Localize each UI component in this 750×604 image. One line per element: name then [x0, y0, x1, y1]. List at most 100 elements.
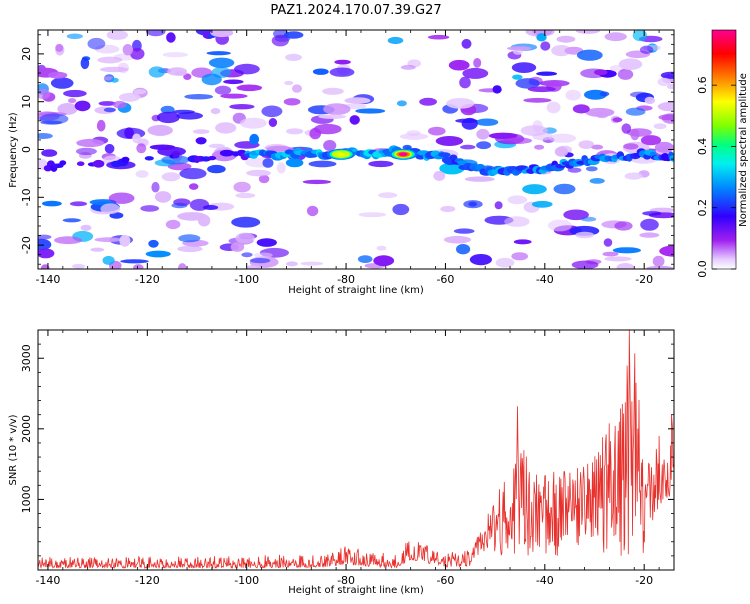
snr-x-tick-label: -120 [135, 574, 160, 587]
heatmap-noise-blob [215, 122, 237, 134]
heatmap-noise-blob [166, 32, 176, 43]
snr-x-tick-label: -40 [536, 574, 554, 587]
heatmap-noise-blob [50, 77, 74, 89]
heatmap-noise-blob [312, 68, 329, 75]
heatmap-noise-blob [118, 92, 141, 102]
heatmap-noise-blob [171, 202, 188, 209]
colorbar-tick-label: 0.6 [696, 76, 709, 94]
heatmap-noise-blob [476, 141, 492, 150]
heatmap-noise-blob [108, 192, 135, 204]
heatmap-noise-blob [473, 58, 482, 68]
heatmap-noise-blob [241, 252, 253, 258]
heatmap-y-tick-label: 10 [20, 95, 33, 109]
snr-y-tick-label: 1000 [20, 485, 33, 513]
heatmap-noise-blob [100, 203, 121, 214]
figure-title: PAZ1.2024.170.07.39.G27 [270, 3, 441, 18]
heatmap-noise-blob [167, 67, 188, 76]
heatmap-noise-blob [246, 169, 271, 177]
snr-x-tick-label: -80 [337, 574, 355, 587]
heatmap-noise-blob [306, 205, 319, 217]
heatmap-noise-blob [148, 239, 159, 248]
heatmap-noise-blob [103, 76, 114, 81]
heatmap-noise-blob [38, 248, 55, 259]
heatmap-x-ticks: -140 -120 -100 -80 -60 -40 -20 [35, 30, 660, 286]
heatmap-signal-cell [457, 160, 468, 165]
heatmap-noise-blob [604, 256, 632, 262]
heatmap-noise-blob [178, 234, 201, 243]
heatmap-noise-blob [38, 88, 51, 100]
heatmap-noise-blob [419, 97, 437, 106]
heatmap-noise-blob [657, 101, 674, 112]
heatmap-noise-blob [653, 123, 667, 130]
heatmap-noise-blob [614, 221, 633, 231]
colorbar-ticks: 0.0 0.2 0.4 0.6 [696, 76, 736, 278]
heatmap-noise-blob [461, 38, 472, 49]
heatmap-noise-blob [644, 96, 655, 105]
heatmap-noise-blob [292, 84, 302, 93]
heatmap-noise-blob [140, 205, 160, 212]
heatmap-noise-blob [344, 97, 371, 104]
heatmap-noise-blob [94, 237, 122, 243]
heatmap-y-tick-label: -10 [20, 188, 33, 206]
heatmap-noise-blob [151, 181, 160, 193]
snr-x-tick-label: -20 [635, 574, 653, 587]
heatmap-noise-blob [48, 71, 68, 79]
heatmap-noise-blob [220, 93, 248, 99]
heatmap-noise-blob [38, 238, 52, 251]
heatmap-noise-blob [271, 34, 289, 47]
heatmap-noise-blob [652, 255, 665, 267]
heatmap-noise-blob [616, 263, 635, 269]
heatmap-noise-blob [176, 112, 203, 120]
heatmap-noise-blob [97, 56, 123, 64]
heatmap-noise-blob [201, 73, 222, 86]
heatmap-noise-blob [302, 179, 332, 185]
heatmap-noise-blob [639, 232, 660, 238]
heatmap-noise-blob [640, 218, 659, 231]
snr-x-axis-label: Height of straight line (km) [288, 585, 424, 596]
heatmap-noise-blob [378, 192, 398, 199]
heatmap-noise-blob [229, 104, 255, 110]
heatmap-noise-blob [623, 143, 639, 150]
heatmap-noise-blob [511, 62, 537, 73]
heatmap-noise-blob [99, 66, 129, 73]
heatmap-noise-blob [214, 85, 232, 95]
heatmap-noise-blob [57, 103, 78, 115]
heatmap-noise-blob [184, 94, 214, 100]
heatmap-noise-blob [130, 47, 145, 60]
heatmap-noise-blob [446, 98, 475, 109]
heatmap-noise-blob [230, 242, 245, 252]
heatmap-noise-blob [179, 168, 207, 180]
snr-y-ticks: 1000 2000 3000 [20, 343, 674, 557]
heatmap-noise-blob [72, 264, 85, 269]
heatmap-y-tick-label: 0 [20, 146, 33, 153]
heatmap-noise-blob [463, 200, 483, 209]
heatmap-noise-blob [249, 133, 260, 145]
heatmap-noise-blob [300, 261, 324, 266]
colorbar-gradient [712, 30, 736, 269]
colorbar: 0.0 0.2 0.4 0.6 Normalized spectral amplitu… [696, 29, 749, 278]
heatmap-noise-blob [551, 45, 572, 57]
heatmap-noise-blob [154, 191, 172, 203]
heatmap-signal-cell [669, 154, 674, 162]
heatmap-noise-blob [461, 117, 478, 130]
heatmap-noise-blob [511, 252, 529, 261]
heatmap-noise-blob [262, 158, 274, 168]
heatmap-noise-blob [192, 129, 210, 135]
heatmap-noise-blob [387, 36, 404, 45]
heatmap-y-tick-label: 20 [20, 47, 33, 61]
heatmap-noise-blob [149, 144, 176, 150]
heatmap-noise-blob [567, 167, 582, 173]
heatmap-noise-blob [630, 128, 640, 141]
heatmap-noise-blob [41, 149, 58, 157]
heatmap-x-tick-label: -120 [135, 273, 160, 286]
heatmap-noise-blob [632, 30, 648, 42]
colorbar-frame [711, 29, 737, 270]
heatmap-noise-blob [462, 67, 489, 79]
heatmap-noise-blob [206, 51, 231, 56]
heatmap-noise-blob [147, 124, 173, 136]
heatmap-noise-blob [103, 107, 116, 113]
colorbar-tick-label: 0.4 [696, 138, 709, 156]
snr-series-line [38, 330, 674, 570]
heatmap-noise-blob [160, 105, 175, 114]
heatmap-noise-blob [120, 259, 149, 264]
